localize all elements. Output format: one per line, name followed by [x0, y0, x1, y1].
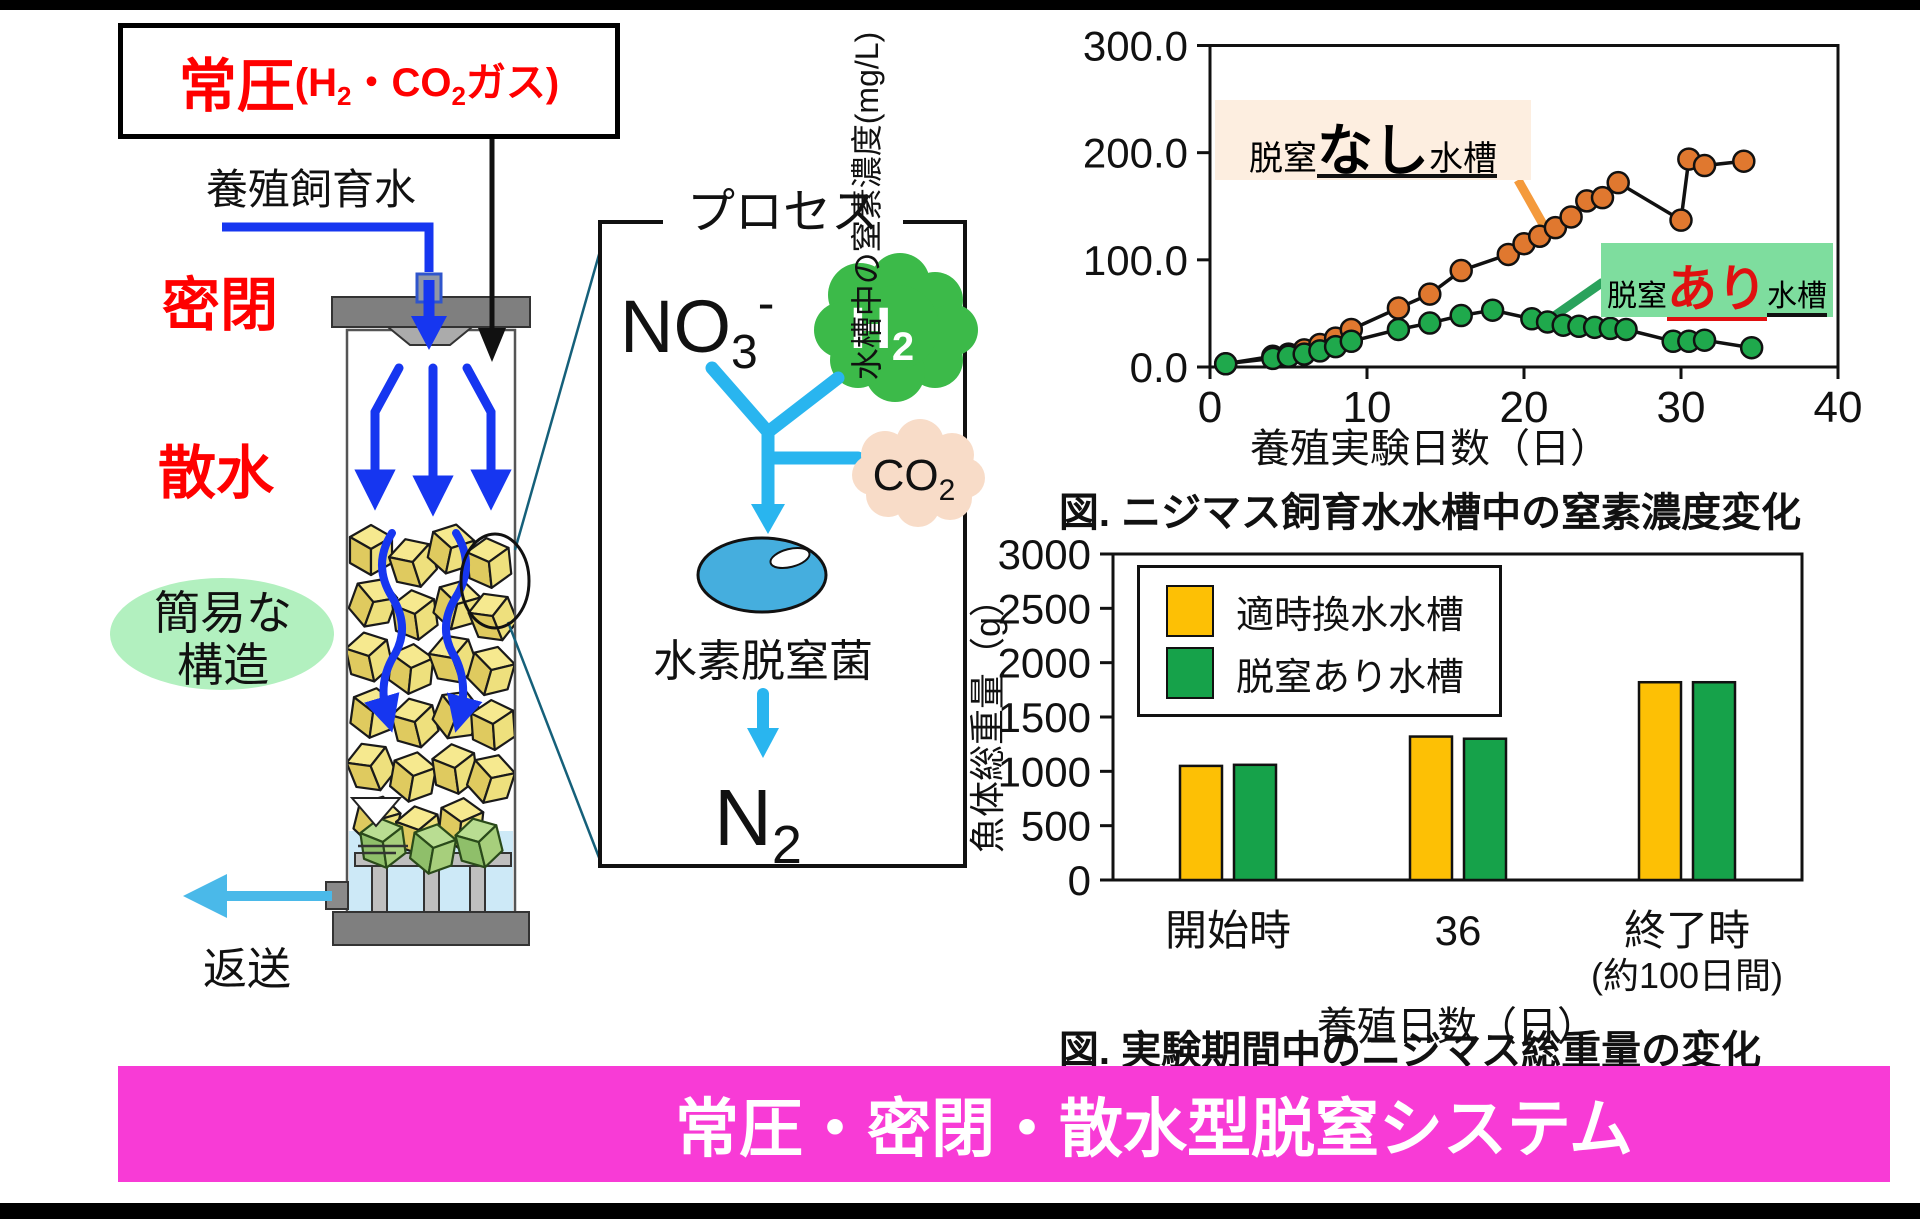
anno-ari-suffix: 水槽 [1767, 280, 1827, 317]
bacteria-oval [696, 536, 828, 614]
co2-cloud [852, 419, 985, 527]
legend-swatch-green [1166, 647, 1214, 699]
bacteria-label: 水素脱窒菌 [653, 637, 873, 686]
simple-structure-label: 簡易な 構造 [112, 587, 334, 691]
legend-label-denit: 脱窒あり水槽 [1236, 656, 1465, 699]
legend-row-exchange: 適時換水水槽 [1166, 580, 1499, 642]
anno-nashi-prefix: 脱窒 [1249, 140, 1317, 178]
simple-structure-line1: 簡易な [154, 587, 292, 639]
legend-label-exchange: 適時換水水槽 [1236, 594, 1465, 637]
reaction-arrow [705, 361, 865, 513]
svg-text:0.0: 0.0 [1130, 344, 1188, 391]
svg-text:200.0: 200.0 [1083, 130, 1188, 177]
svg-text:500: 500 [1021, 803, 1091, 850]
co2-label: CO2 [873, 451, 956, 507]
svg-text:養殖日数（日）: 養殖日数（日） [1317, 1005, 1597, 1049]
svg-text:1000: 1000 [998, 748, 1091, 795]
svg-text:300.0: 300.0 [1083, 23, 1188, 70]
inflow-pipe [222, 222, 447, 350]
svg-text:養殖実験日数（日）: 養殖実験日数（日） [1250, 427, 1610, 471]
legend-row-denit: 脱窒あり水槽 [1166, 642, 1499, 704]
banner-text: 常圧・密閉・散水型脱窒システム [674, 1093, 1634, 1165]
fish-weight-bar-chart: 0 500 1000 1500 2000 2500 3000 開始時 36 終了時(約100日間)… [967, 531, 1804, 1049]
title-banner: 常圧・密閉・散水型脱窒システム [118, 1066, 1890, 1182]
reactor-column [182, 128, 531, 946]
bar-chart-legend: 適時換水水槽 脱窒あり水槽 [1137, 565, 1502, 717]
svg-text:魚体総重量（g）: 魚体総重量（g） [967, 581, 1008, 853]
svg-text:(約100日間): (約100日間) [1591, 955, 1783, 996]
svg-text:開始時: 開始時 [1165, 907, 1291, 954]
chart2-caption: 図. 実験期間中のニジマス総重量の変化 [1058, 1029, 1762, 1073]
magnifier-callout [459, 236, 606, 861]
svg-text:水槽中の窒素濃度(mg/L): 水槽中の窒素濃度(mg/L) [850, 32, 885, 380]
annotation-with-denitrification: 脱窒あり水槽 [1601, 243, 1833, 321]
feed-water-label: 養殖飼育水 [206, 166, 417, 213]
pressure-main-label: 常圧 [178, 54, 295, 119]
co2-subscript: 2 [451, 81, 466, 111]
svg-text:20: 20 [1500, 383, 1549, 432]
svg-text:3000: 3000 [998, 531, 1091, 578]
simple-structure-ellipse [110, 578, 334, 690]
svg-text:2000: 2000 [998, 640, 1091, 687]
gas-formula-mid: ・CO [351, 61, 452, 105]
spray-arrows [354, 363, 512, 517]
h2-subscript: 2 [336, 81, 352, 111]
annotation-no-denitrification: 脱窒なし水槽 [1215, 100, 1531, 182]
drip-funnel [349, 797, 403, 828]
no3-label: NO3- [620, 275, 774, 379]
trickle-arrows [364, 529, 483, 733]
h2-cloud [814, 253, 978, 402]
column-base [332, 911, 530, 946]
h2-label: H2 [850, 296, 914, 369]
anno-nashi-suffix: 水槽 [1429, 140, 1497, 178]
gas-line-arrow [478, 128, 506, 362]
legend-swatch-yellow [1166, 585, 1214, 637]
svg-text:0: 0 [1198, 383, 1222, 432]
anno-nashi-big: なし [1317, 119, 1429, 182]
svg-text:100.0: 100.0 [1083, 237, 1188, 284]
process-box: プロセス NO3- H2 [598, 176, 985, 875]
svg-text:40: 40 [1814, 383, 1863, 432]
top-black-bar [0, 0, 1920, 10]
svg-text:0: 0 [1068, 857, 1091, 904]
svg-text:2500: 2500 [998, 585, 1091, 632]
n2-label: N2 [714, 773, 802, 875]
svg-text:36: 36 [1435, 907, 1482, 954]
svg-text:1500: 1500 [998, 694, 1091, 741]
sealed-label: 密閉 [162, 273, 279, 338]
process-title: プロセス [687, 186, 879, 239]
svg-text:10: 10 [1343, 383, 1392, 432]
gas-formula-text: (H [294, 61, 337, 105]
chart1-caption: 図. ニジマス飼育水水槽中の窒素濃度変化 [1058, 491, 1802, 535]
svg-text:30: 30 [1657, 383, 1706, 432]
return-label: 返送 [203, 945, 291, 994]
spray-label: 散水 [158, 441, 275, 506]
gas-formula-end: ガス) [465, 61, 560, 105]
anno-ari-big: あり [1667, 261, 1767, 321]
pressure-label-box: 常圧 (H2・CO2ガス) [118, 23, 620, 139]
simple-structure-line2: 構造 [177, 638, 269, 691]
svg-text:終了時: 終了時 [1624, 907, 1750, 954]
nitrogen-line-chart: 0.0 100.0 200.0 300.0 0 10 20 30 40 水槽中の窒素濃度(mg/L… [850, 23, 1863, 472]
anno-ari-prefix: 脱窒 [1607, 280, 1667, 313]
bottom-black-bar [0, 1203, 1920, 1219]
